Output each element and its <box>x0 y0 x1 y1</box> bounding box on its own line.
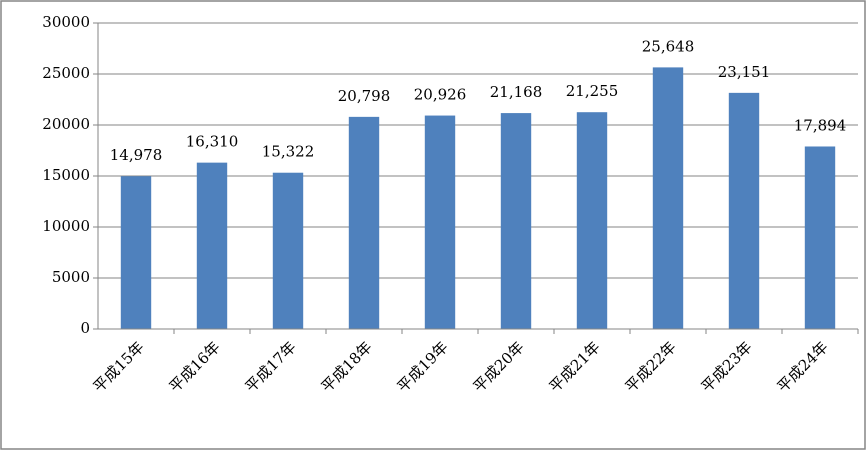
bar <box>652 67 684 329</box>
bar <box>348 116 380 329</box>
value-label: 17,894 <box>794 116 847 134</box>
y-tick-label: 10000 <box>42 217 90 235</box>
value-label: 20,798 <box>338 87 391 105</box>
bar <box>196 162 228 329</box>
y-tick-label: 30000 <box>42 13 90 31</box>
bar <box>728 92 760 329</box>
bar <box>500 113 532 330</box>
value-label: 23,151 <box>718 63 771 81</box>
y-tick-label: 25000 <box>42 64 90 82</box>
y-tick-label: 20000 <box>42 115 90 133</box>
y-tick-label: 15000 <box>42 166 90 184</box>
bar <box>120 176 152 329</box>
bar <box>576 112 608 329</box>
y-tick-label: 0 <box>80 319 90 337</box>
value-label: 20,926 <box>414 86 467 104</box>
value-label: 25,648 <box>642 37 695 55</box>
value-label: 14,978 <box>110 146 163 164</box>
y-tick-label: 5000 <box>52 268 90 286</box>
bar <box>804 146 836 329</box>
value-label: 21,255 <box>566 82 619 100</box>
bar <box>424 115 456 329</box>
bar <box>272 172 304 329</box>
value-label: 15,322 <box>262 143 315 161</box>
value-label: 16,310 <box>186 133 239 151</box>
value-label: 21,168 <box>490 83 543 101</box>
